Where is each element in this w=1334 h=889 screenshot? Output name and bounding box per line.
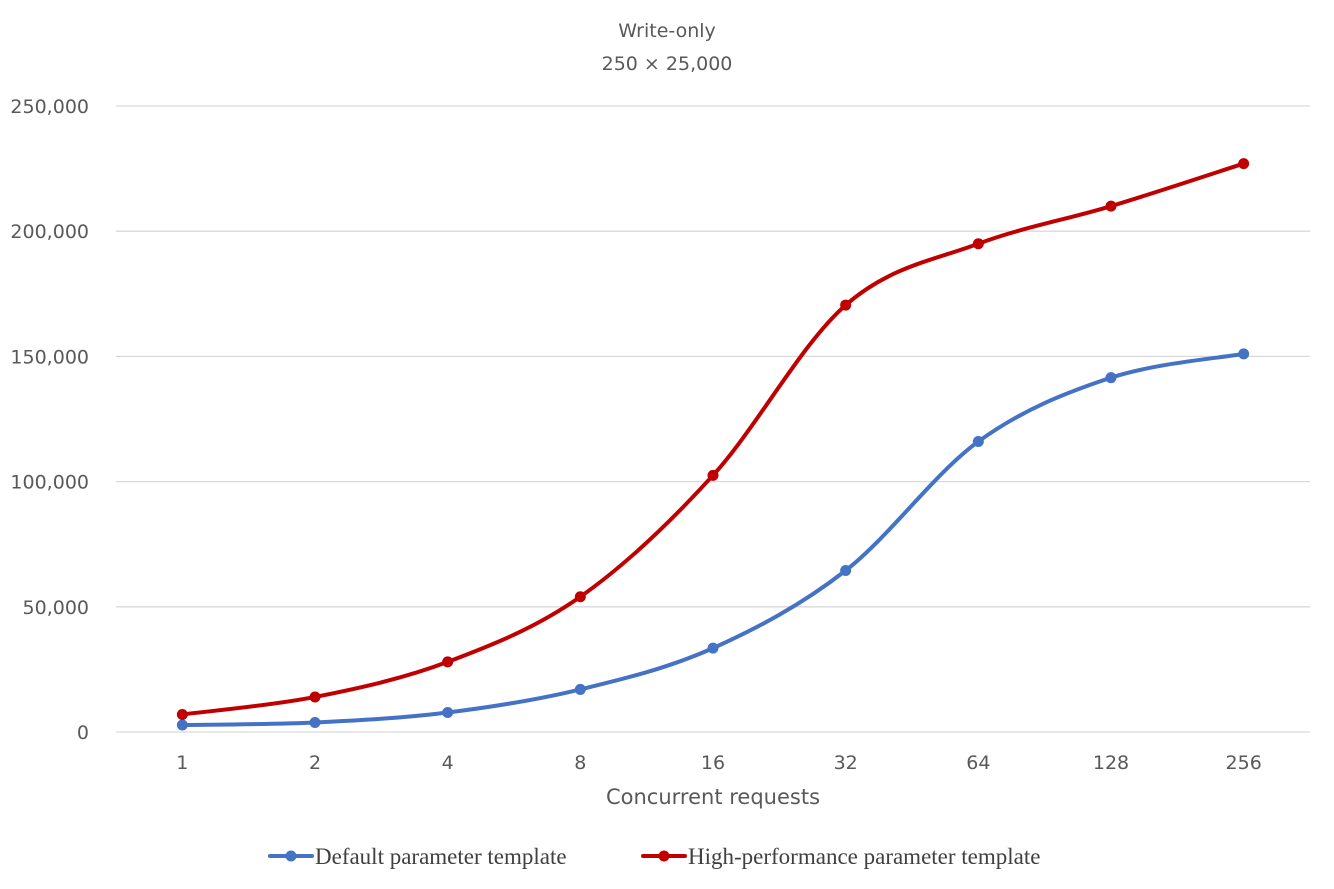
chart-subtitle: 250 × 25,000 [602,53,733,75]
legend-item: Default parameter template [268,844,567,869]
legend-marker [658,850,670,862]
chart-title: Write-only [618,20,716,42]
data-point [442,706,454,718]
series-line [180,351,1246,727]
series-lines [176,158,1250,731]
data-point [176,708,188,720]
x-tick-label: 2 [309,752,321,774]
data-point [1105,372,1117,384]
data-point [442,656,454,668]
y-tick-label: 200,000 [10,221,89,243]
data-point [840,564,852,576]
series-line [180,161,1246,717]
x-tick-label: 16 [701,752,725,774]
x-tick-label: 4 [442,752,454,774]
gridlines [116,105,1310,733]
x-tick-label: 32 [834,752,858,774]
data-point [309,691,321,703]
legend: Default parameter template High-performan… [268,844,1040,869]
data-point [176,719,188,731]
series-2 [176,158,1250,720]
y-tick-label: 250,000 [10,96,89,118]
y-tick-label: 50,000 [23,597,89,619]
data-point [707,642,719,654]
x-axis-tick-labels: 1 2 4 8 16 32 64 128 256 [176,752,1262,774]
data-point [972,238,984,250]
data-point [707,469,719,481]
x-tick-label: 128 [1093,752,1129,774]
data-point [574,683,586,695]
legend-item: High-performance parameter template [641,844,1040,869]
x-tick-label: 1 [176,752,188,774]
x-axis-label: Concurrent requests [606,785,820,809]
y-tick-label: 150,000 [10,346,89,368]
legend-label: Default parameter template [315,844,567,869]
x-tick-label: 8 [574,752,586,774]
x-tick-label: 64 [966,752,990,774]
data-point [972,436,984,448]
y-axis-tick-labels: 0 50,000 100,000 150,000 200,000 250,000 [10,96,89,744]
legend-label: High-performance parameter template [688,844,1040,869]
data-point [1238,158,1250,170]
data-point [309,716,321,728]
data-point [574,591,586,603]
data-point [840,299,852,311]
x-tick-label: 256 [1226,752,1262,774]
series-1 [176,348,1250,731]
data-point [1238,348,1250,360]
data-point [1105,200,1117,212]
y-tick-label: 0 [77,722,89,744]
y-tick-label: 100,000 [10,472,89,494]
legend-marker [285,850,297,862]
